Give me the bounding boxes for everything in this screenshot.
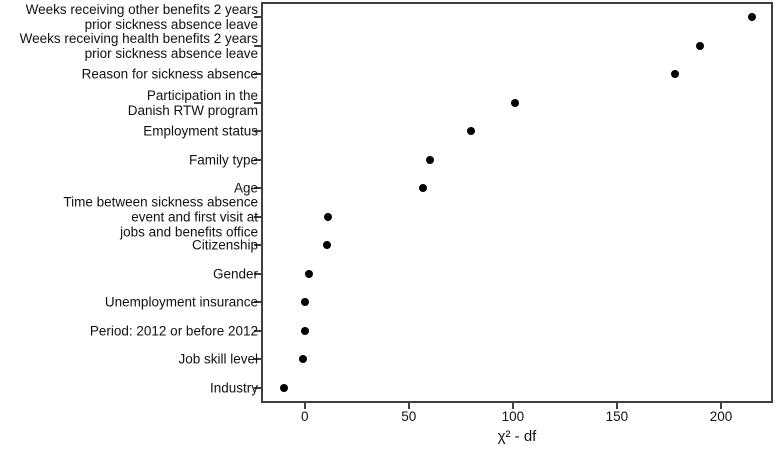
y-axis-tick	[254, 16, 261, 18]
y-axis-tick	[254, 187, 261, 190]
y-axis-label: Family type	[188, 152, 258, 168]
x-axis-tick	[719, 403, 722, 409]
x-axis-tick-label: 150	[605, 409, 629, 424]
y-axis-label: Time between sickness absence event and …	[63, 194, 258, 240]
x-axis-tick-label: 50	[401, 409, 417, 424]
y-axis-label: Unemployment insurance	[104, 294, 258, 310]
data-point	[279, 384, 288, 392]
data-point	[298, 355, 307, 364]
y-axis-tick	[254, 358, 261, 361]
y-axis-tick	[254, 215, 261, 218]
y-axis-tick	[254, 158, 261, 161]
x-axis-tick	[511, 403, 514, 409]
data-point	[304, 269, 313, 278]
y-axis-tick	[254, 272, 261, 275]
y-axis-label: Weeks receiving other benefits 2 years p…	[25, 2, 258, 32]
y-axis-label: Citizenship	[191, 237, 258, 253]
y-axis-label: Age	[233, 180, 258, 196]
x-axis-title: χ² - df	[497, 428, 537, 445]
y-axis-tick	[254, 329, 261, 332]
x-axis-tick-label: 100	[501, 409, 525, 424]
y-axis-label: Period: 2012 or before 2012	[89, 323, 258, 339]
data-point	[748, 13, 757, 21]
y-axis-tick	[254, 101, 261, 104]
data-point	[323, 212, 332, 221]
data-point	[419, 184, 428, 193]
y-axis-label: Industry	[209, 380, 258, 396]
x-axis-tick	[407, 403, 410, 409]
y-axis-tick	[254, 73, 261, 76]
data-point	[425, 155, 434, 164]
y-axis-label: Participation in the Danish RTW program	[127, 87, 258, 118]
y-axis-tick	[254, 301, 261, 304]
y-axis-label: Reason for sickness absence	[81, 66, 258, 82]
x-axis-tick	[615, 403, 618, 409]
data-point	[467, 127, 476, 136]
y-axis-label: Weeks receiving health benefits 2 years …	[19, 30, 258, 61]
x-axis-tick-label: 200	[709, 409, 733, 424]
y-axis-label: Gender	[212, 266, 258, 282]
y-axis-tick	[254, 130, 261, 133]
data-point	[300, 298, 309, 307]
y-axis-label: Job skill level	[178, 351, 258, 367]
y-axis-tick	[254, 44, 261, 47]
data-point	[510, 98, 519, 107]
data-point	[322, 241, 331, 250]
y-axis-label: Employment status	[143, 123, 258, 139]
plot-panel	[261, 2, 773, 403]
data-point	[696, 41, 705, 50]
data-point	[300, 326, 309, 335]
data-point	[671, 70, 680, 79]
x-axis-tick-label: 0	[300, 409, 309, 424]
y-axis-tick	[254, 244, 261, 247]
x-axis-tick	[303, 403, 306, 409]
y-axis-tick	[254, 387, 261, 389]
